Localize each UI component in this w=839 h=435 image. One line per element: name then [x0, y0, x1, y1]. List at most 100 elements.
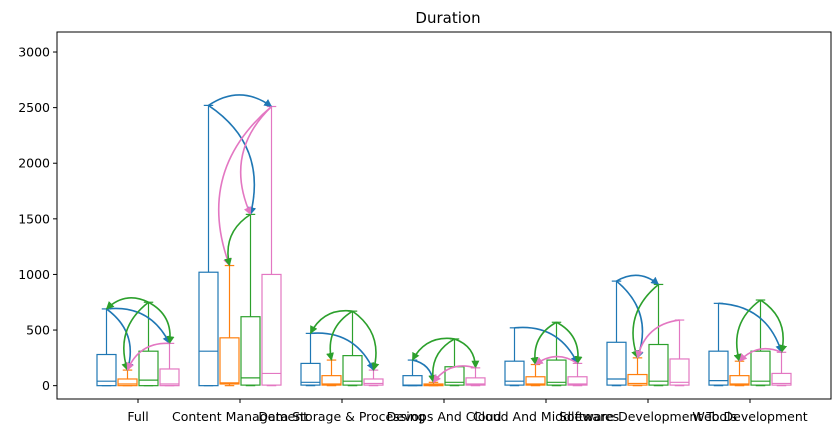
- comparison-arrow: [126, 342, 170, 371]
- comparison-arrow: [616, 274, 660, 286]
- box-0-0: [96, 308, 117, 387]
- box-body: [729, 375, 750, 386]
- box-0-1: [117, 369, 138, 387]
- x-tick-label: Data Storage & Processing: [258, 409, 425, 424]
- box-4-3: [567, 362, 588, 387]
- box-1-1: [219, 264, 240, 387]
- box-body: [402, 375, 423, 387]
- box-5-1: [627, 357, 648, 387]
- box-1-0: [198, 104, 219, 387]
- x-tick-label: Full: [127, 409, 148, 424]
- box-body: [567, 376, 588, 386]
- box-body: [240, 316, 261, 386]
- x-tick-label: Cloud And Middlewares: [473, 409, 619, 424]
- box-0-2: [138, 301, 159, 387]
- comparison-arrow: [738, 347, 782, 362]
- comparison-arrow: [224, 213, 251, 267]
- comparison-arrow: [631, 283, 660, 359]
- box-body: [648, 343, 669, 386]
- box-2-0: [300, 332, 321, 387]
- box-3-0: [402, 359, 423, 387]
- box-body: [96, 353, 117, 387]
- comparison-arrow: [514, 326, 579, 365]
- box-body: [138, 350, 159, 387]
- comparison-arrow: [309, 309, 353, 335]
- comparison-arrow: [534, 355, 578, 366]
- box-body: [750, 350, 771, 386]
- box-body: [525, 376, 546, 386]
- y-tick-label: 1000: [18, 267, 50, 282]
- comparison-arrow: [412, 359, 437, 384]
- comparison-arrow: [454, 338, 480, 369]
- y-tick-label: 3000: [18, 45, 50, 60]
- box-6-1: [729, 360, 750, 387]
- x-tick-label: Web Development: [692, 409, 807, 424]
- box-body: [606, 341, 627, 386]
- box-3-1: [423, 381, 444, 387]
- comparison-arrow: [615, 280, 644, 359]
- comparison-arrow: [148, 301, 175, 345]
- box-1-2: [240, 213, 261, 387]
- box-4-0: [504, 327, 525, 387]
- comparison-arrow: [326, 310, 353, 361]
- comparison-arrow: [718, 302, 784, 354]
- y-tick-label: 1500: [18, 211, 50, 226]
- box-body: [159, 368, 180, 387]
- comparison-arrow: [733, 299, 761, 362]
- comparison-arrow: [432, 365, 476, 383]
- box-5-2: [648, 283, 669, 387]
- box-2-3: [363, 369, 384, 387]
- box-body: [300, 362, 321, 386]
- comparison-arrow: [105, 297, 149, 310]
- box-body: [669, 358, 690, 386]
- box-body: [627, 373, 648, 386]
- comparison-arrow: [428, 338, 455, 384]
- comparison-arrow: [411, 337, 455, 361]
- box-3-3: [465, 367, 486, 387]
- box-body: [117, 378, 138, 387]
- box-body: [261, 273, 282, 386]
- comparison-arrow: [239, 105, 273, 216]
- comparison-arrow: [121, 301, 149, 371]
- box-2-1: [321, 359, 342, 387]
- comparison-arrow: [635, 319, 680, 359]
- comparison-arrow: [217, 105, 273, 267]
- axes: 0 500 1000 1500 2000 2500 3000 Full Content Mana…: [18, 45, 808, 424]
- y-tick-label: 500: [26, 323, 50, 338]
- box-1-3: [261, 105, 282, 387]
- box-body: [465, 377, 486, 386]
- box-body: [321, 375, 342, 386]
- box-body: [342, 355, 363, 386]
- box-2-2: [342, 310, 363, 387]
- x-tick-label: Software Development Tools: [559, 409, 737, 424]
- x-tick-label: Content Management: [172, 409, 308, 424]
- box-4-2: [546, 321, 567, 387]
- plot-area: [96, 104, 792, 387]
- y-tick-label: 2000: [18, 156, 50, 171]
- comparison-arrow: [352, 310, 380, 371]
- y-tick-label: 2500: [18, 100, 50, 115]
- box-6-3: [771, 351, 792, 387]
- box-5-0: [606, 280, 627, 387]
- x-tick-label: Devops And Cloud: [387, 409, 502, 424]
- comparison-arrow: [310, 332, 375, 371]
- box-0-3: [159, 342, 180, 387]
- box-3-2: [444, 338, 465, 387]
- comparison-arrow: [556, 321, 583, 365]
- arrow-layer: [105, 94, 788, 384]
- box-body: [219, 337, 240, 385]
- box-body: [363, 378, 384, 386]
- box-body: [708, 350, 729, 386]
- chart-title: Duration: [415, 9, 480, 27]
- box-5-3: [669, 319, 690, 387]
- box-body: [198, 271, 219, 387]
- comparison-arrow: [760, 299, 788, 354]
- box-6-2: [750, 299, 771, 387]
- comparison-arrow: [106, 308, 134, 371]
- box-4-1: [525, 363, 546, 387]
- comparison-arrow: [208, 94, 273, 108]
- comparison-arrow: [106, 307, 171, 345]
- box-6-0: [708, 302, 729, 387]
- box-body: [546, 359, 567, 386]
